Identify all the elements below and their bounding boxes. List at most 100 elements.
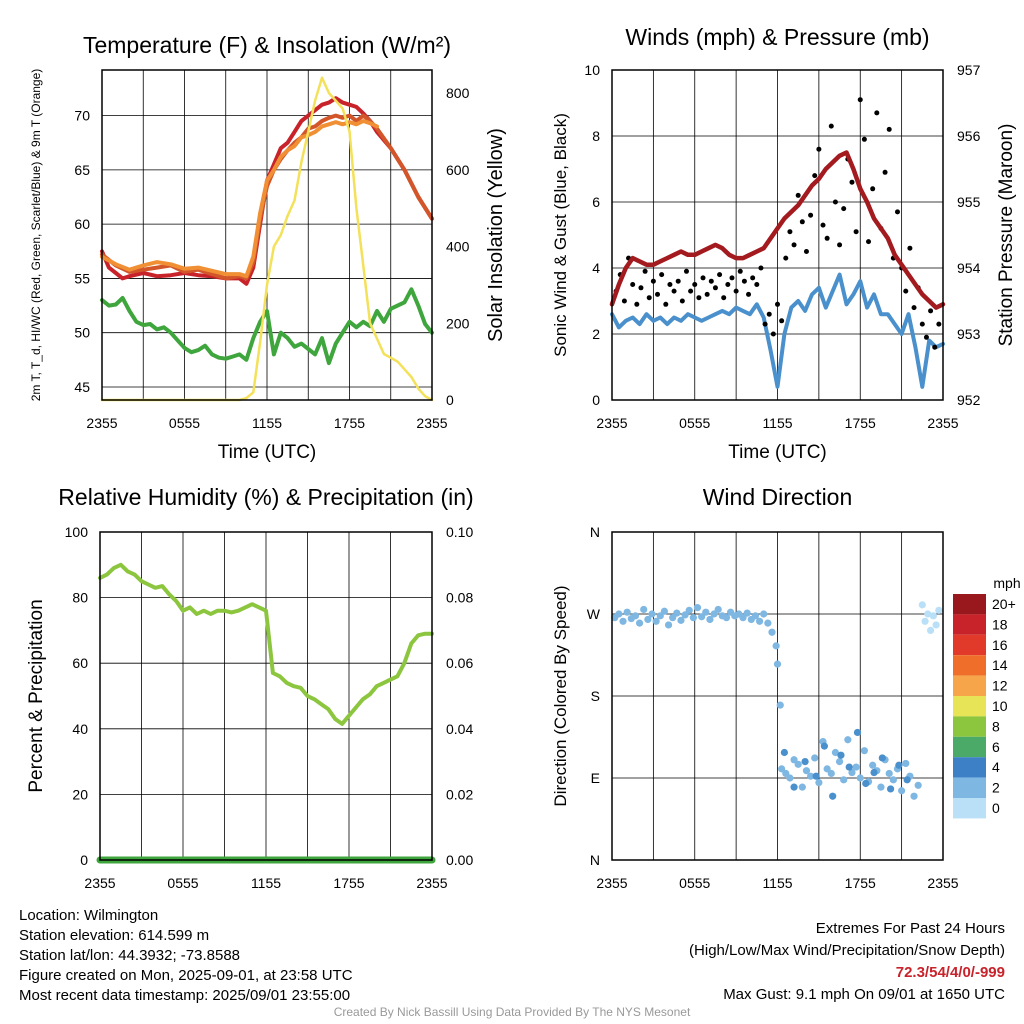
data-point [768, 628, 776, 636]
data-point [656, 612, 664, 620]
data-point [698, 613, 706, 621]
data-point [737, 268, 743, 274]
legend-label: 8 [992, 718, 1000, 734]
data-point [733, 288, 739, 294]
x-axis-label: Time (UTC) [218, 442, 317, 463]
data-point [903, 288, 909, 294]
data-point [780, 748, 788, 757]
data-point [869, 761, 877, 769]
data-point [722, 614, 731, 622]
x-tick-label: 2355 [84, 875, 115, 891]
data-point [911, 305, 917, 311]
data-point [773, 660, 782, 668]
data-point [710, 610, 718, 618]
data-point [853, 229, 859, 235]
legend-label: 4 [992, 759, 1000, 775]
data-point [808, 212, 814, 218]
data-point [646, 295, 652, 301]
y-tick-label: W [587, 606, 601, 622]
chart-title: Wind Direction [703, 484, 853, 510]
y2-tick-label: 0.02 [446, 786, 473, 802]
y2-tick-label: 952 [957, 392, 981, 408]
data-point [688, 288, 694, 294]
x-tick-label: 1155 [251, 875, 281, 891]
y-tick-label: N [590, 852, 600, 868]
data-point [902, 759, 910, 768]
data-point [760, 610, 768, 618]
x-tick-label: 2355 [416, 875, 447, 891]
data-point [693, 604, 702, 612]
data-point [615, 610, 623, 618]
y2-tick-label: 956 [957, 128, 981, 144]
data-point [921, 617, 929, 625]
x-tick-label: 2355 [86, 415, 117, 431]
data-point [849, 179, 855, 185]
data-point [860, 747, 868, 755]
y2-tick-label: 0.08 [446, 590, 473, 606]
data-point [671, 288, 677, 294]
location-text: Location: Wilmington [19, 907, 159, 924]
data-point [638, 285, 644, 291]
data-point [795, 192, 801, 198]
data-point [700, 275, 706, 281]
data-point [798, 783, 806, 791]
legend-swatch [953, 757, 986, 778]
data-point [894, 209, 900, 215]
data-point [750, 275, 756, 281]
data-point [841, 206, 847, 212]
legend-swatch [953, 716, 986, 737]
x-tick-label: 2355 [596, 875, 627, 891]
legend-label: 2 [992, 780, 1000, 796]
extremes-box: Extremes For Past 24 Hours (High/Low/Max… [689, 918, 1005, 1006]
data-point [648, 610, 656, 618]
data-point [790, 756, 798, 764]
data-point [823, 765, 831, 773]
data-point [812, 772, 820, 780]
data-point [677, 616, 685, 624]
data-point [895, 761, 903, 769]
data-point [878, 754, 886, 762]
data-point [840, 776, 848, 784]
y-tick-label: 0 [80, 852, 88, 868]
y2-tick-label: 200 [446, 315, 470, 331]
data-point [755, 617, 764, 625]
created-text: Figure created on Mon, 2025-09-01, at 23… [19, 967, 353, 984]
data-point [928, 308, 934, 314]
data-point [681, 611, 689, 619]
legend-swatch [953, 655, 986, 676]
data-point [914, 781, 922, 789]
data-point [685, 606, 693, 614]
data-point [835, 758, 844, 766]
x-tick-label: 0555 [679, 415, 710, 431]
y-tick-label: 0 [592, 392, 600, 408]
y-tick-label: 60 [72, 655, 88, 671]
y2-tick-label: 955 [957, 194, 981, 210]
data-point [831, 748, 840, 757]
x-tick-label: 0555 [167, 875, 198, 891]
y-axis-label: Sonic Wind & Gust (Blue, Black) [551, 113, 570, 357]
legend-swatch [953, 798, 986, 819]
legend-swatch [953, 777, 986, 798]
y-tick-label: 8 [592, 128, 600, 144]
y-tick-label: 80 [72, 590, 88, 606]
legend-swatch [953, 675, 986, 696]
data-point [619, 617, 627, 625]
x-tick-label: 0555 [169, 415, 200, 431]
y2-tick-label: 800 [446, 85, 470, 101]
data-point [829, 792, 837, 800]
y-tick-label: E [591, 770, 600, 786]
data-point [799, 219, 805, 225]
data-point [803, 249, 809, 254]
y2-tick-label: 0.06 [446, 655, 473, 671]
y-tick-label: 65 [74, 162, 90, 178]
data-point [766, 311, 772, 317]
data-point [652, 617, 660, 625]
data-point [692, 282, 698, 287]
data-point [882, 169, 888, 175]
data-point [783, 255, 789, 261]
data-point [886, 785, 895, 793]
wind-direction-panel: 2355 0555 1155 1755 2355 N E S W N Wind Direction D… [551, 484, 959, 891]
data-point [907, 245, 913, 251]
data-point [696, 295, 702, 301]
